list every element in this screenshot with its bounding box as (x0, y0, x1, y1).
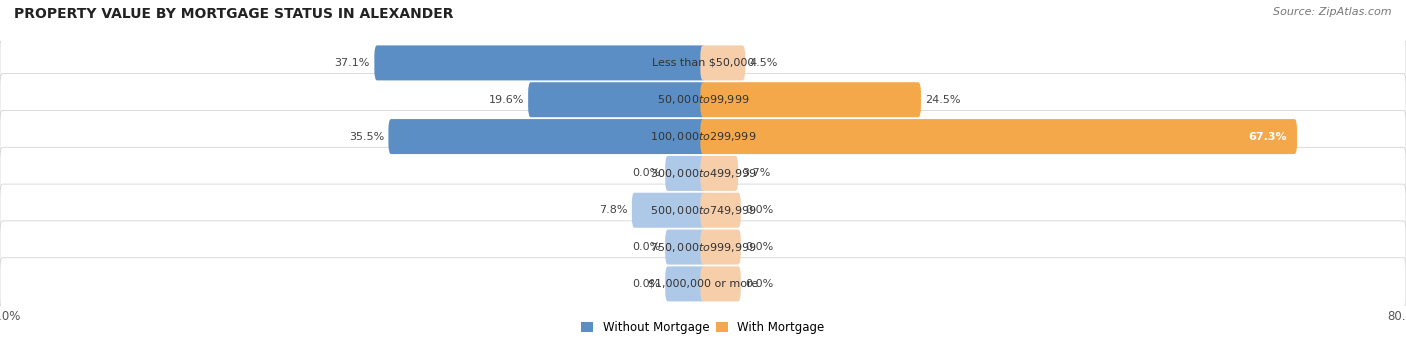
FancyBboxPatch shape (700, 230, 741, 265)
FancyBboxPatch shape (0, 147, 1406, 200)
Text: PROPERTY VALUE BY MORTGAGE STATUS IN ALEXANDER: PROPERTY VALUE BY MORTGAGE STATUS IN ALE… (14, 7, 454, 21)
FancyBboxPatch shape (665, 267, 706, 301)
Text: 3.7%: 3.7% (742, 168, 770, 179)
FancyBboxPatch shape (0, 110, 1406, 163)
FancyBboxPatch shape (700, 82, 921, 117)
Text: 0.0%: 0.0% (745, 242, 773, 252)
Text: $750,000 to $999,999: $750,000 to $999,999 (650, 241, 756, 254)
Text: 0.0%: 0.0% (633, 168, 661, 179)
Text: 19.6%: 19.6% (488, 95, 524, 105)
FancyBboxPatch shape (700, 267, 741, 301)
Text: 4.5%: 4.5% (749, 58, 778, 68)
FancyBboxPatch shape (0, 258, 1406, 310)
FancyBboxPatch shape (374, 46, 706, 80)
Text: 7.8%: 7.8% (599, 205, 627, 215)
FancyBboxPatch shape (0, 221, 1406, 273)
Text: $50,000 to $99,999: $50,000 to $99,999 (657, 93, 749, 106)
Text: $100,000 to $299,999: $100,000 to $299,999 (650, 130, 756, 143)
FancyBboxPatch shape (631, 193, 706, 228)
FancyBboxPatch shape (700, 156, 738, 191)
FancyBboxPatch shape (700, 119, 1296, 154)
Text: $500,000 to $749,999: $500,000 to $749,999 (650, 204, 756, 217)
FancyBboxPatch shape (700, 193, 741, 228)
FancyBboxPatch shape (529, 82, 706, 117)
Text: 0.0%: 0.0% (633, 279, 661, 289)
FancyBboxPatch shape (0, 184, 1406, 236)
Text: Less than $50,000: Less than $50,000 (652, 58, 754, 68)
Text: 0.0%: 0.0% (745, 205, 773, 215)
Text: Source: ZipAtlas.com: Source: ZipAtlas.com (1274, 7, 1392, 17)
Legend: Without Mortgage, With Mortgage: Without Mortgage, With Mortgage (581, 321, 825, 334)
FancyBboxPatch shape (700, 46, 745, 80)
Text: 67.3%: 67.3% (1249, 132, 1288, 141)
Text: 24.5%: 24.5% (925, 95, 960, 105)
FancyBboxPatch shape (665, 156, 706, 191)
Text: 35.5%: 35.5% (349, 132, 384, 141)
FancyBboxPatch shape (0, 73, 1406, 126)
Text: 37.1%: 37.1% (335, 58, 370, 68)
Text: 0.0%: 0.0% (633, 242, 661, 252)
FancyBboxPatch shape (665, 230, 706, 265)
FancyBboxPatch shape (0, 37, 1406, 89)
Text: $300,000 to $499,999: $300,000 to $499,999 (650, 167, 756, 180)
Text: 0.0%: 0.0% (745, 279, 773, 289)
Text: $1,000,000 or more: $1,000,000 or more (648, 279, 758, 289)
FancyBboxPatch shape (388, 119, 706, 154)
